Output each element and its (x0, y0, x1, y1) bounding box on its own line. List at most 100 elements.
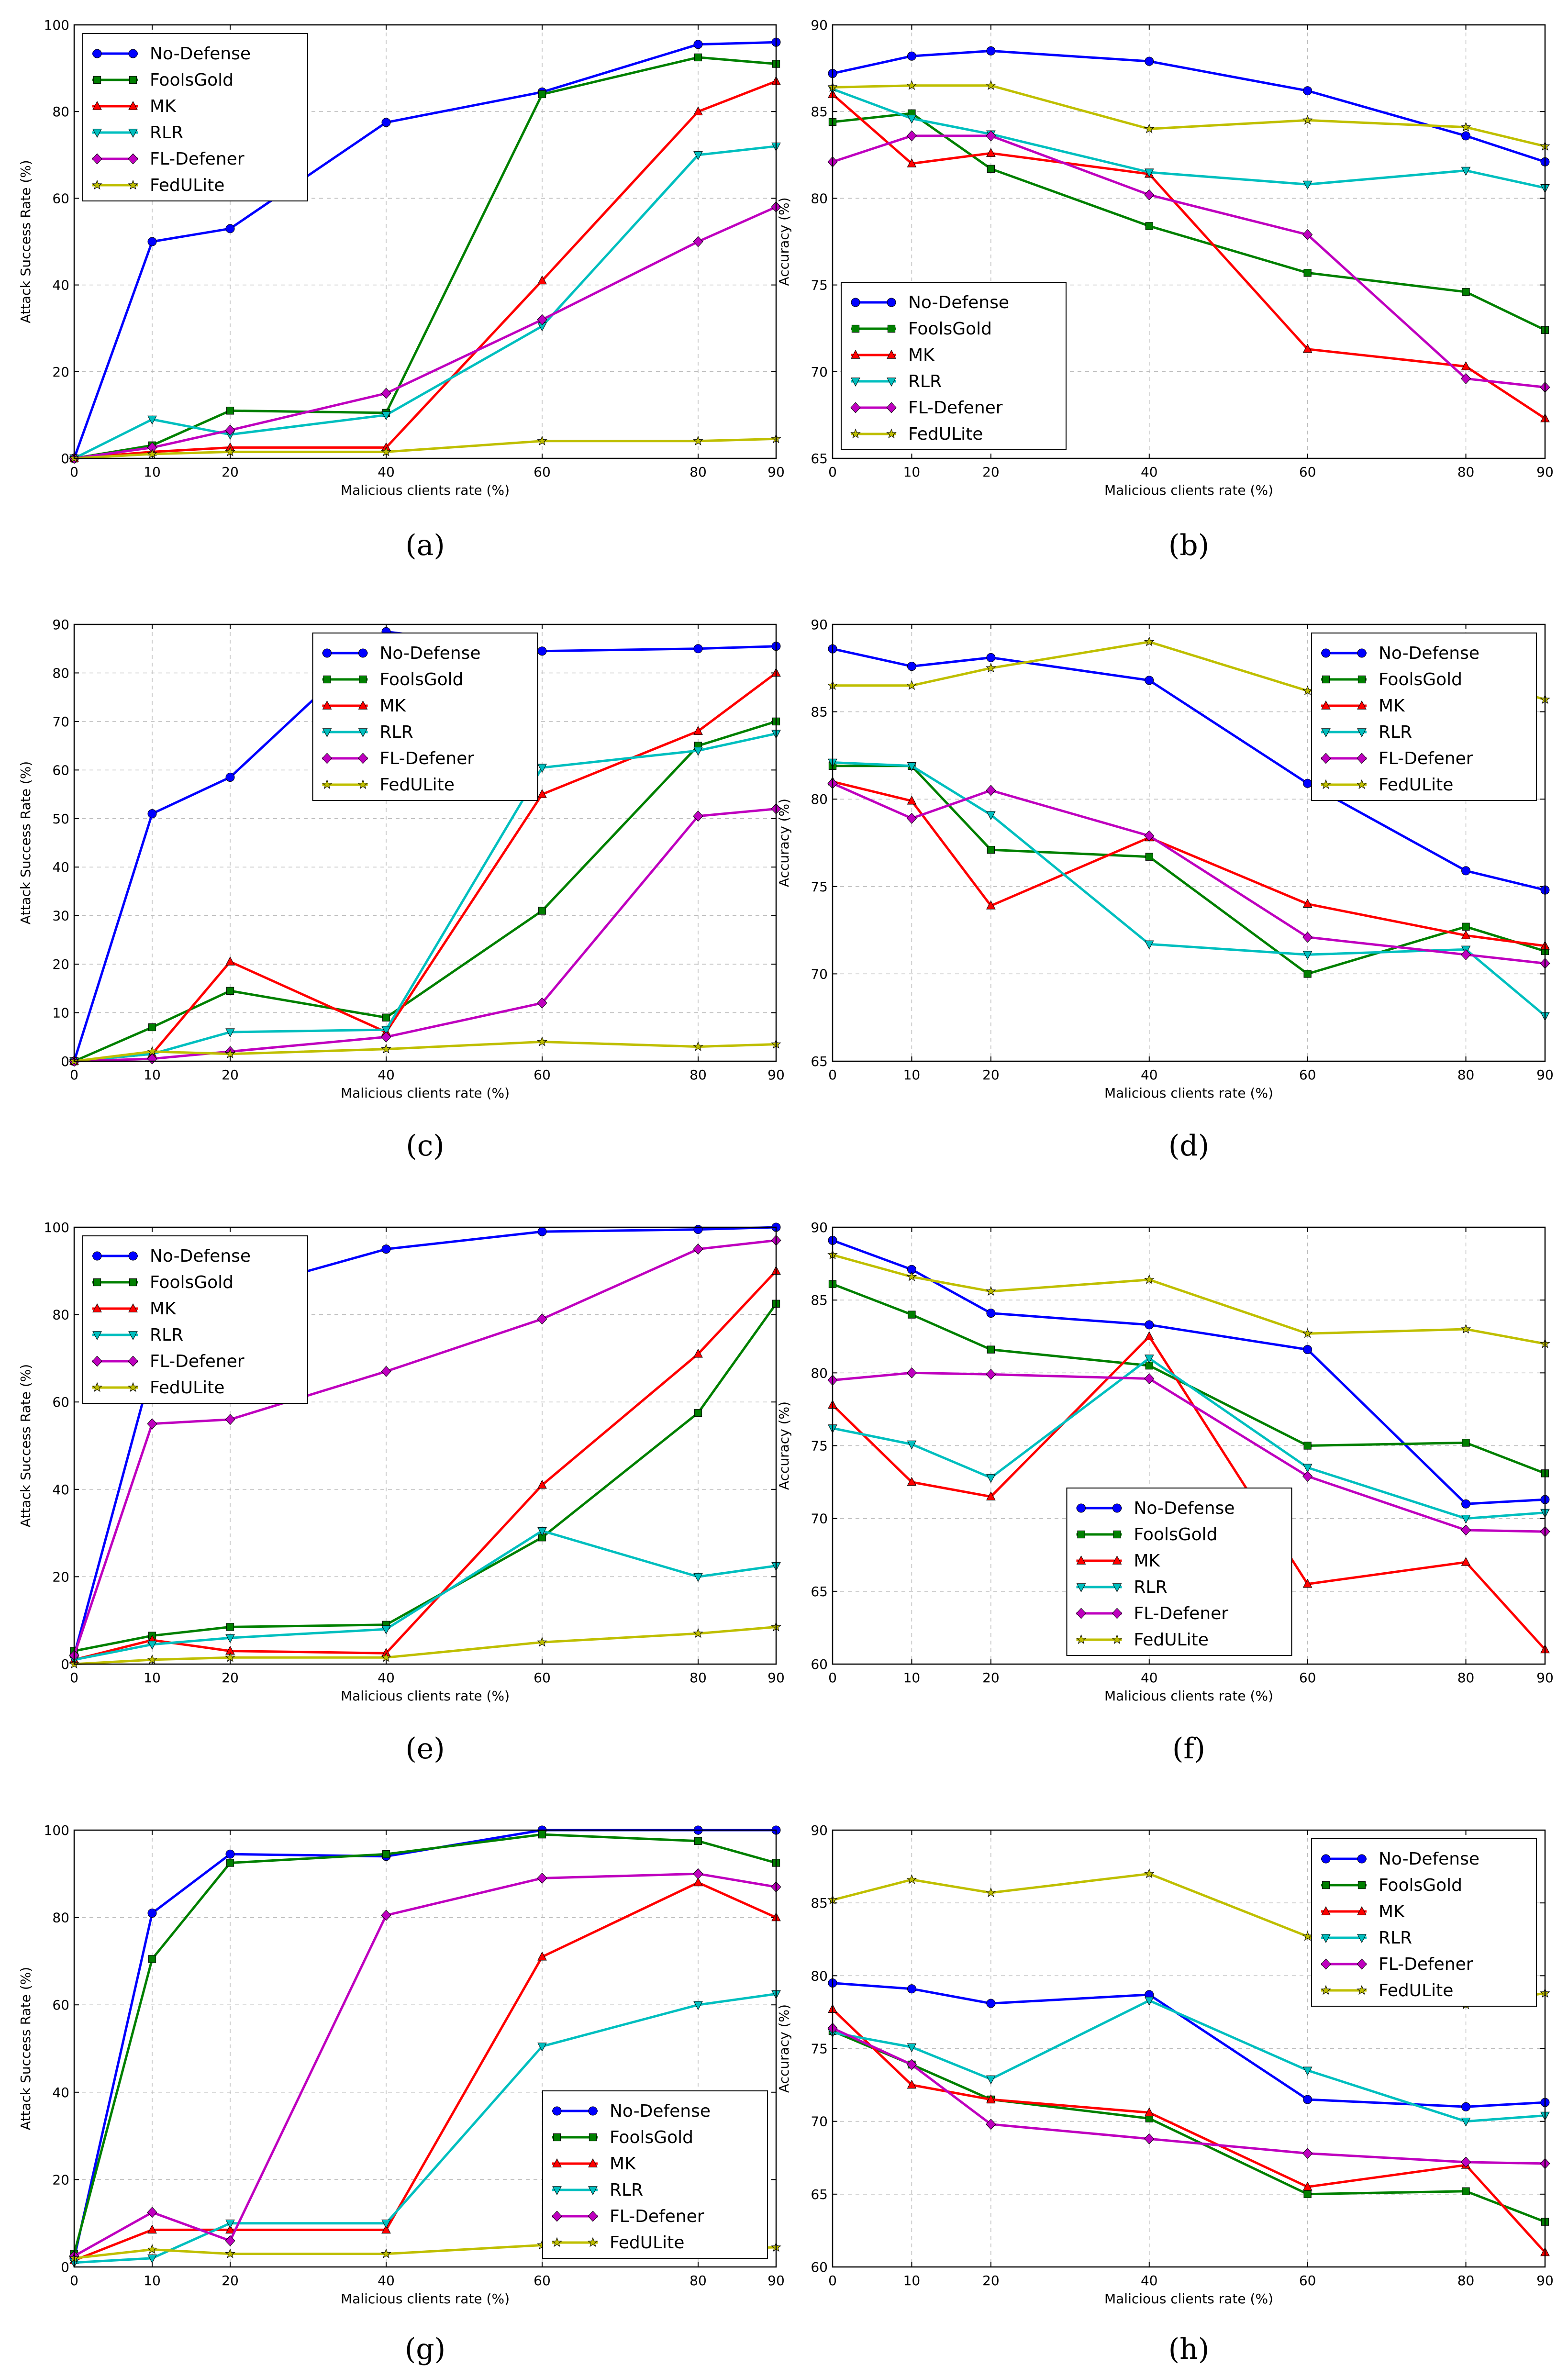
y-tick-label: 20 (52, 1569, 69, 1585)
panel-caption: (c) (406, 1129, 444, 1163)
y-tick-label: 100 (44, 1822, 69, 1838)
legend-marker (1321, 728, 1331, 737)
legend-marker (1321, 1906, 1331, 1915)
data-point (986, 1368, 996, 1380)
data-point (537, 789, 547, 798)
data-point (537, 1636, 547, 1647)
data-point (693, 106, 703, 115)
data-point (693, 151, 703, 160)
series-rlr (828, 85, 1550, 193)
data-point (147, 2244, 157, 2254)
panel-caption: (a) (405, 529, 445, 562)
x-tick-label: 0 (70, 1067, 78, 1083)
y-tick-label: 65 (811, 451, 828, 467)
data-point (537, 2043, 547, 2052)
legend-label: RLR (150, 1325, 183, 1345)
legend-marker (358, 700, 368, 710)
legend-label: FL-Defener (610, 2207, 704, 2226)
legend-marker (129, 1278, 137, 1287)
y-tick-label: 0 (61, 2259, 69, 2275)
panel-caption: (f) (1172, 1732, 1205, 1766)
legend-marker (1112, 1583, 1122, 1592)
data-point (1462, 922, 1470, 931)
legend-marker (851, 324, 860, 333)
data-point (537, 1479, 547, 1489)
legend: No-Defense FoolsGold MK RLR FL-Defener FedULi… (312, 633, 538, 801)
data-point (986, 785, 996, 796)
legend-marker (1113, 1530, 1121, 1539)
legend-marker (1357, 779, 1367, 789)
x-tick-label: 0 (828, 1067, 837, 1083)
x-tick-label: 80 (689, 464, 707, 480)
plot-frame (73, 1829, 777, 2268)
data-point (694, 1409, 702, 1417)
x-tick-label: 40 (378, 1670, 395, 1686)
data-point (537, 764, 547, 773)
x-tick-label: 10 (144, 464, 161, 480)
y-tick-label: 60 (811, 1656, 828, 1672)
x-axis-label: Malicious clients rate (%) (1104, 1085, 1273, 1101)
data-point (693, 2001, 703, 2010)
data-point (693, 1244, 703, 1255)
x-tick-label: 10 (144, 1067, 161, 1083)
data-point (1302, 2066, 1312, 2076)
y-tick-label: 40 (52, 859, 69, 875)
data-point (986, 1474, 996, 1483)
legend-marker (323, 675, 331, 684)
legend-label: No-Defense (150, 1246, 251, 1266)
data-point (148, 1023, 156, 1032)
y-axis-label: Accuracy (%) (776, 2004, 792, 2093)
data-point (693, 1225, 703, 1234)
data-point (1302, 899, 1312, 908)
x-tick-label: 0 (828, 2273, 837, 2288)
data-point (381, 1910, 391, 1921)
panel-caption: (d) (1168, 1129, 1209, 1163)
legend-label: FedULite (908, 424, 983, 444)
data-point (1461, 930, 1471, 939)
data-point (1302, 2181, 1312, 2191)
y-axis-label: Attack Success Rate (%) (18, 1364, 33, 1527)
data-point (1145, 1320, 1154, 1330)
x-tick-label: 10 (144, 2273, 161, 2288)
x-axis-label: Malicious clients rate (%) (1104, 1688, 1273, 1704)
y-tick-label: 60 (52, 190, 69, 206)
data-point (1303, 2095, 1312, 2104)
data-point (537, 1036, 547, 1046)
data-point (381, 388, 391, 399)
series-line (832, 1239, 1546, 1505)
y-tick-label: 90 (811, 17, 828, 33)
y-tick-label: 50 (52, 811, 69, 827)
x-tick-label: 20 (222, 1670, 239, 1686)
data-point (537, 275, 547, 285)
x-tick-label: 80 (689, 2273, 707, 2288)
data-point (1303, 86, 1312, 96)
data-point (1303, 269, 1312, 277)
data-point (986, 80, 996, 90)
data-point (907, 51, 916, 61)
legend-marker (92, 129, 102, 138)
legend-label: FL-Defener (908, 398, 1003, 418)
series-fedulite (827, 1249, 1550, 1348)
series-line (832, 88, 1546, 189)
legend-label: MK (150, 97, 177, 116)
legend-marker (128, 1331, 138, 1340)
legend-marker (1076, 1555, 1086, 1565)
data-point (907, 662, 916, 671)
y-tick-label: 80 (52, 665, 69, 681)
y-tick-label: 90 (811, 617, 828, 633)
x-tick-label: 20 (982, 464, 1000, 480)
legend-marker (92, 101, 102, 110)
legend-marker (552, 2158, 562, 2167)
legend-marker (1112, 1503, 1122, 1513)
data-point (147, 2207, 157, 2218)
legend-marker (1077, 1530, 1085, 1539)
data-point (147, 2255, 157, 2264)
data-point (225, 446, 235, 456)
x-tick-label: 60 (1299, 464, 1316, 480)
data-point (381, 446, 391, 456)
legend-marker (1357, 1854, 1367, 1864)
legend-marker (322, 753, 333, 764)
legend-marker (128, 1382, 138, 1392)
y-tick-label: 90 (811, 1220, 828, 1235)
legend-marker (128, 49, 138, 58)
